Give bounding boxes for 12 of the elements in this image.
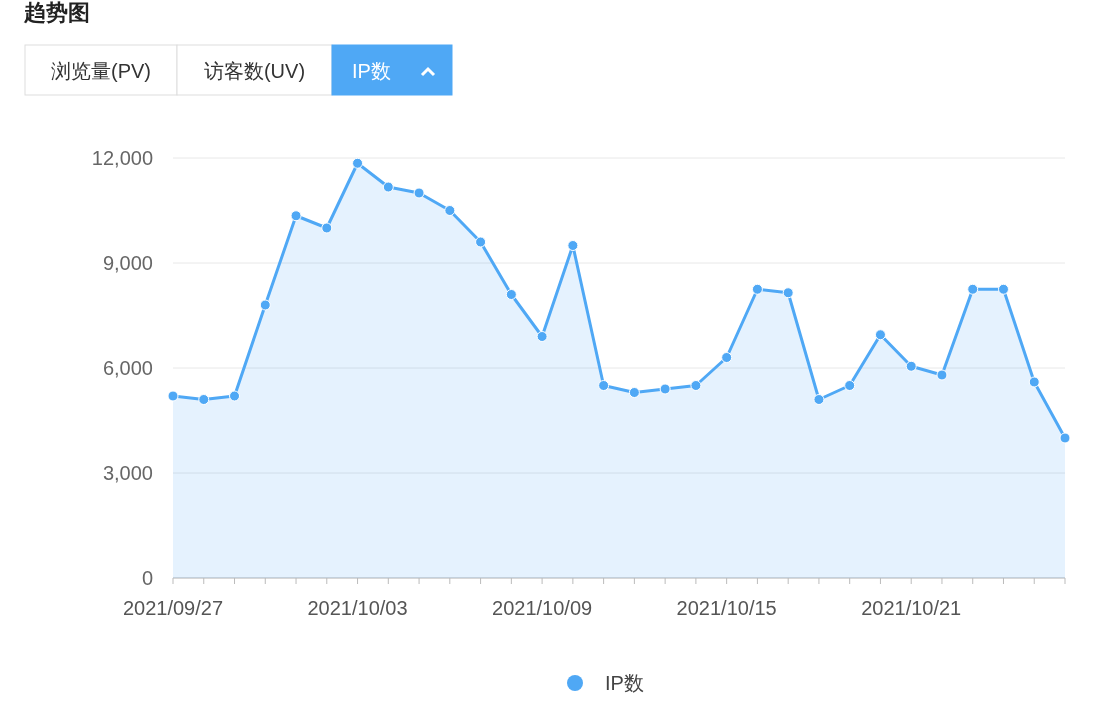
ytick: 9,000: [102, 252, 153, 274]
ytick: 3,000: [102, 462, 153, 484]
ytick: 0: [141, 567, 153, 589]
xtick: 2021/09/27: [122, 597, 224, 619]
xtick: 2021/10/09: [492, 597, 593, 619]
xtick: 2021/10/21: [861, 597, 962, 619]
xtick: 2021/10/15: [676, 597, 777, 619]
xtick: 2021/10/03: [307, 597, 408, 619]
title: 趋势图: [24, 0, 90, 25]
legend-label: IP数: [605, 672, 644, 694]
ytick: 12,000: [91, 147, 153, 169]
ytick: 6,000: [102, 357, 153, 379]
